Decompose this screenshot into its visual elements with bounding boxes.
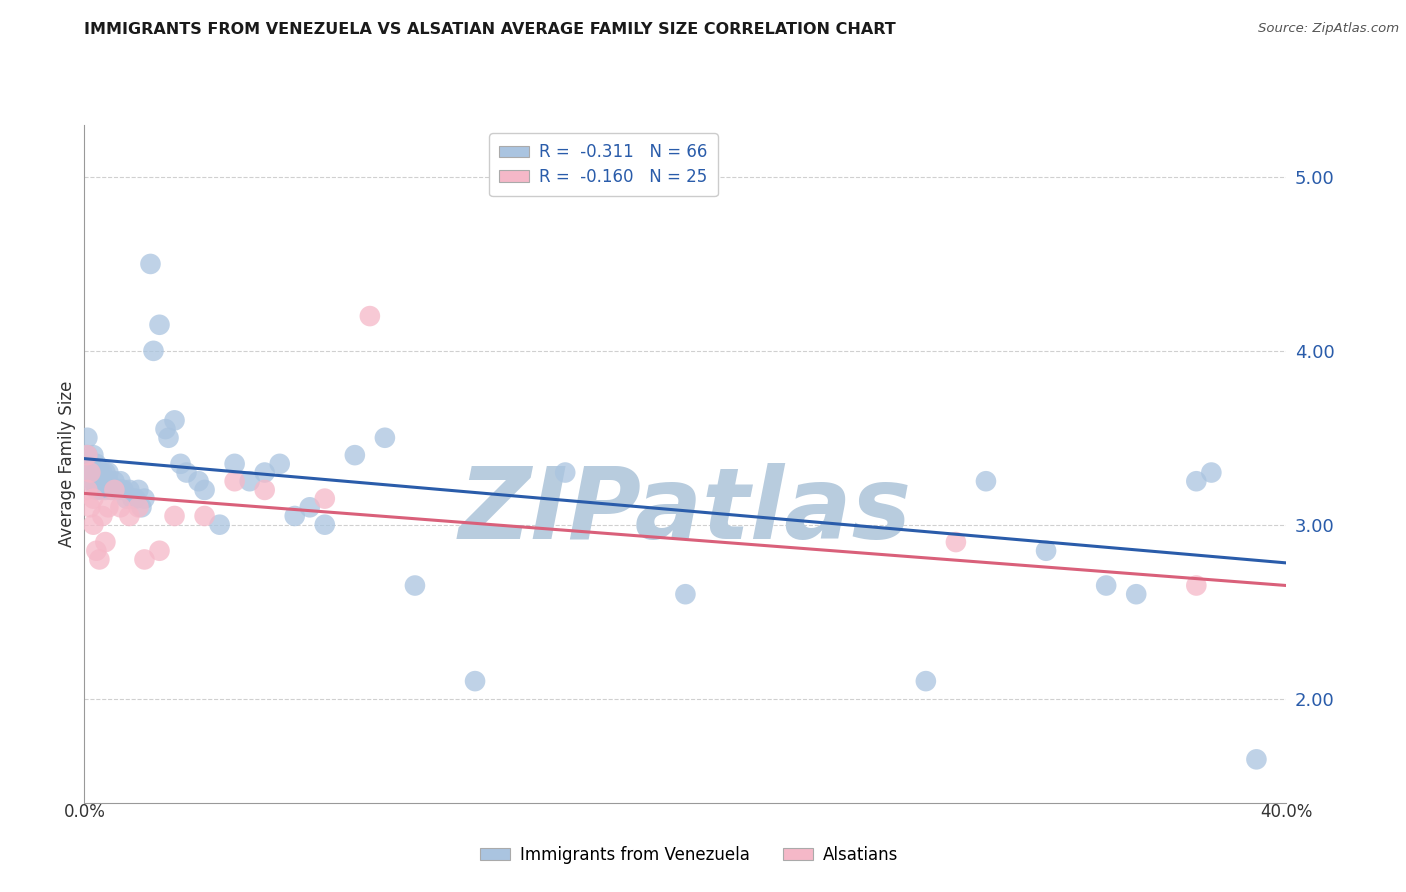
- Point: [97, 474, 120, 488]
- Point: [187, 474, 209, 488]
- Point: [131, 500, 153, 515]
- Point: [118, 483, 141, 497]
- Point: [974, 474, 997, 488]
- Point: [89, 474, 111, 488]
- Point: [163, 413, 186, 427]
- Point: [118, 508, 141, 523]
- Point: [76, 448, 98, 462]
- Point: [82, 474, 104, 488]
- Point: [76, 483, 98, 497]
- Point: [100, 483, 122, 497]
- Point: [79, 474, 101, 488]
- Point: [86, 483, 108, 497]
- Point: [86, 543, 108, 558]
- Point: [82, 517, 104, 532]
- Point: [1125, 587, 1147, 601]
- Point: [253, 466, 276, 480]
- Point: [91, 466, 114, 480]
- Point: [284, 508, 307, 523]
- Point: [76, 431, 98, 445]
- Text: 40.0%: 40.0%: [1260, 803, 1313, 821]
- Point: [148, 318, 170, 332]
- Point: [298, 500, 321, 515]
- Point: [148, 543, 170, 558]
- Point: [239, 474, 262, 488]
- Point: [110, 474, 132, 488]
- Point: [1246, 752, 1268, 766]
- Point: [107, 483, 129, 497]
- Point: [915, 674, 938, 689]
- Point: [127, 500, 149, 515]
- Point: [112, 483, 135, 497]
- Point: [945, 535, 967, 549]
- Point: [1035, 543, 1057, 558]
- Point: [89, 466, 111, 480]
- Point: [139, 257, 162, 271]
- Point: [79, 466, 101, 480]
- Point: [224, 457, 246, 471]
- Point: [103, 483, 125, 497]
- Point: [94, 466, 117, 480]
- Point: [134, 491, 156, 506]
- Point: [404, 578, 426, 592]
- Point: [194, 483, 217, 497]
- Text: IMMIGRANTS FROM VENEZUELA VS ALSATIAN AVERAGE FAMILY SIZE CORRELATION CHART: IMMIGRANTS FROM VENEZUELA VS ALSATIAN AV…: [84, 22, 896, 37]
- Point: [157, 431, 180, 445]
- Point: [115, 491, 138, 506]
- Point: [155, 422, 177, 436]
- Point: [176, 466, 198, 480]
- Point: [89, 483, 111, 497]
- Point: [82, 491, 104, 506]
- Point: [82, 448, 104, 462]
- Point: [127, 483, 149, 497]
- Point: [89, 552, 111, 566]
- Point: [1185, 578, 1208, 592]
- Point: [79, 500, 101, 515]
- Point: [374, 431, 396, 445]
- Point: [1095, 578, 1118, 592]
- Point: [269, 457, 291, 471]
- Legend: R =  -0.311   N = 66, R =  -0.160   N = 25: R = -0.311 N = 66, R = -0.160 N = 25: [489, 133, 718, 196]
- Point: [121, 491, 143, 506]
- Text: ZIPatlas: ZIPatlas: [458, 463, 912, 560]
- Point: [110, 500, 132, 515]
- Point: [464, 674, 486, 689]
- Point: [208, 517, 231, 532]
- Point: [169, 457, 191, 471]
- Point: [97, 466, 120, 480]
- Point: [103, 483, 125, 497]
- Point: [163, 508, 186, 523]
- Legend: Immigrants from Venezuela, Alsatians: Immigrants from Venezuela, Alsatians: [472, 839, 905, 871]
- Point: [94, 535, 117, 549]
- Point: [194, 508, 217, 523]
- Point: [224, 474, 246, 488]
- Point: [110, 483, 132, 497]
- Point: [253, 483, 276, 497]
- Point: [79, 457, 101, 471]
- Point: [314, 491, 336, 506]
- Text: 0.0%: 0.0%: [63, 803, 105, 821]
- Point: [124, 491, 146, 506]
- Point: [91, 474, 114, 488]
- Text: Source: ZipAtlas.com: Source: ZipAtlas.com: [1258, 22, 1399, 36]
- Point: [82, 466, 104, 480]
- Point: [675, 587, 697, 601]
- Point: [86, 466, 108, 480]
- Point: [314, 517, 336, 532]
- Point: [79, 466, 101, 480]
- Point: [343, 448, 366, 462]
- Point: [1201, 466, 1223, 480]
- Point: [91, 508, 114, 523]
- Point: [86, 457, 108, 471]
- Point: [1185, 474, 1208, 488]
- Point: [554, 466, 576, 480]
- Point: [94, 483, 117, 497]
- Point: [359, 309, 381, 323]
- Point: [76, 448, 98, 462]
- Y-axis label: Average Family Size: Average Family Size: [58, 381, 76, 547]
- Point: [103, 474, 125, 488]
- Point: [134, 552, 156, 566]
- Point: [97, 500, 120, 515]
- Point: [142, 343, 165, 358]
